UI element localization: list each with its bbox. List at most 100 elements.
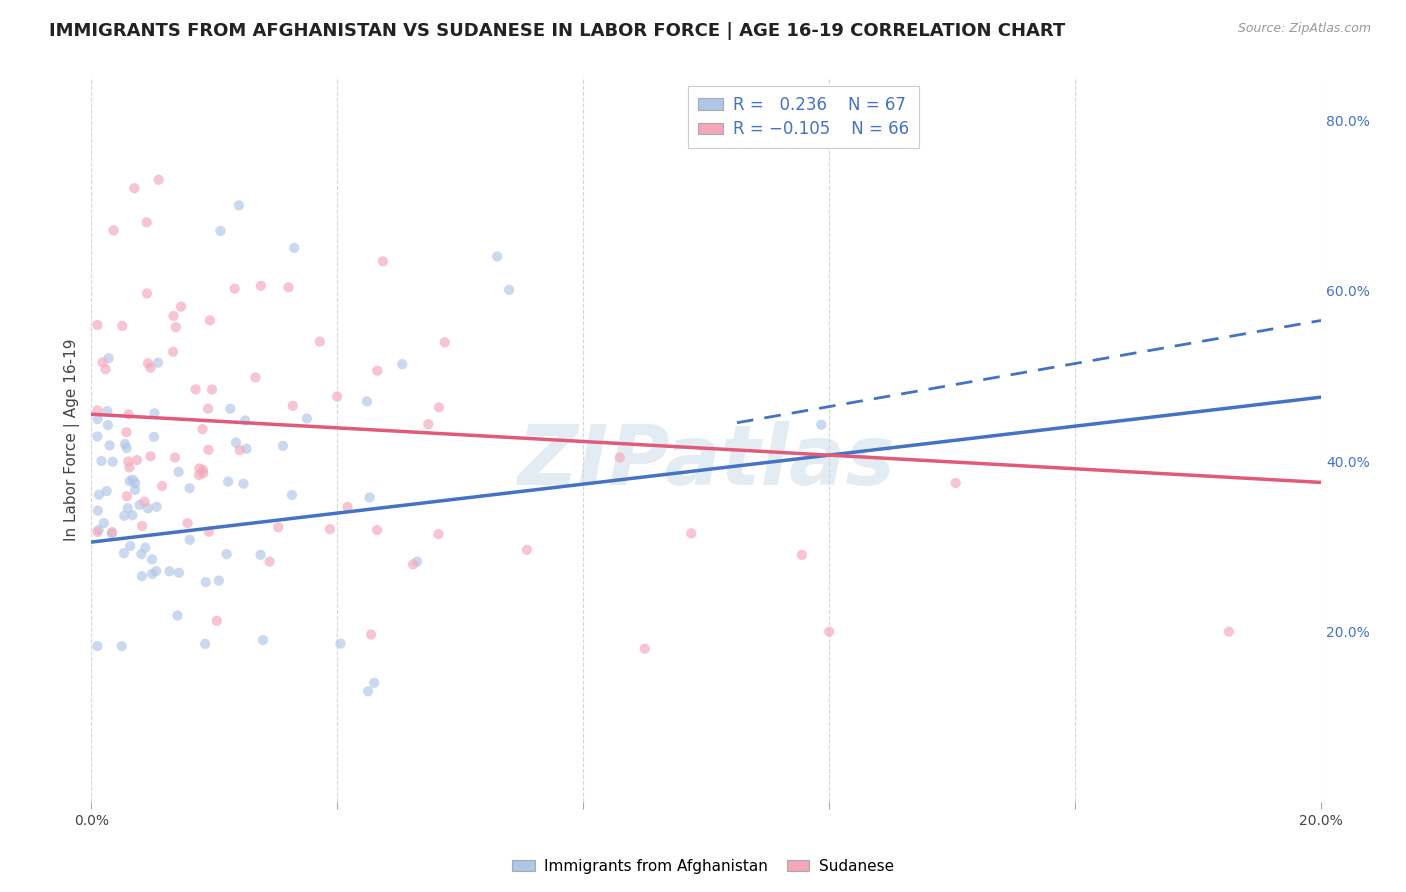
Point <box>163 450 186 465</box>
Point <box>124 483 146 497</box>
Point <box>86 403 108 417</box>
Point <box>402 558 425 572</box>
Point <box>609 450 631 465</box>
Point <box>86 412 108 426</box>
Point <box>176 516 198 530</box>
Point <box>162 344 184 359</box>
Point <box>295 411 318 425</box>
Point <box>93 516 115 530</box>
Point <box>131 519 153 533</box>
Point <box>217 475 239 489</box>
Point <box>86 639 108 653</box>
Point <box>134 494 156 508</box>
Point <box>120 539 142 553</box>
Point <box>96 484 118 499</box>
Point <box>271 439 294 453</box>
Point <box>136 356 159 370</box>
Point <box>208 574 231 588</box>
Point <box>201 383 224 397</box>
Point <box>86 429 108 443</box>
Point <box>91 355 114 369</box>
Point <box>194 575 217 590</box>
Point <box>810 417 832 432</box>
Point <box>250 278 273 293</box>
Point <box>94 362 117 376</box>
Point <box>267 520 290 534</box>
Point <box>179 533 201 547</box>
Point <box>259 555 281 569</box>
Legend: Immigrants from Afghanistan, Sudanese: Immigrants from Afghanistan, Sudanese <box>506 853 900 880</box>
Point <box>215 547 238 561</box>
Point <box>188 461 211 475</box>
Point <box>103 223 125 237</box>
Point <box>121 508 143 523</box>
Point <box>90 454 112 468</box>
Point <box>224 282 246 296</box>
Point <box>118 460 141 475</box>
Point <box>135 215 157 229</box>
Point <box>634 641 657 656</box>
Point <box>118 474 141 488</box>
Point <box>131 547 153 561</box>
Point <box>117 454 139 468</box>
Point <box>141 567 163 582</box>
Point <box>818 624 841 639</box>
Text: ZIPatlas: ZIPatlas <box>517 421 896 502</box>
Point <box>125 453 148 467</box>
Point <box>516 542 538 557</box>
Point <box>86 524 108 539</box>
Point <box>329 637 352 651</box>
Point <box>191 422 214 436</box>
Point <box>363 675 385 690</box>
Legend: R =   0.236    N = 67, R = −0.105    N = 66: R = 0.236 N = 67, R = −0.105 N = 66 <box>688 86 920 148</box>
Point <box>233 413 256 427</box>
Point <box>96 404 118 418</box>
Point <box>159 565 181 579</box>
Point <box>117 501 139 516</box>
Point <box>114 437 136 451</box>
Point <box>115 441 138 455</box>
Point <box>366 364 388 378</box>
Point <box>193 466 215 480</box>
Point <box>371 254 394 268</box>
Point <box>87 523 110 537</box>
Point <box>184 383 207 397</box>
Point <box>360 627 382 641</box>
Point <box>198 524 221 539</box>
Point <box>136 286 159 301</box>
Point <box>97 351 120 365</box>
Point <box>86 318 108 332</box>
Point <box>146 356 169 370</box>
Point <box>366 523 388 537</box>
Point <box>112 508 135 523</box>
Point <box>162 309 184 323</box>
Point <box>281 488 304 502</box>
Point <box>101 455 124 469</box>
Point <box>87 503 110 517</box>
Point <box>139 450 162 464</box>
Text: IMMIGRANTS FROM AFGHANISTAN VS SUDANESE IN LABOR FORCE | AGE 16-19 CORRELATION C: IMMIGRANTS FROM AFGHANISTAN VS SUDANESE … <box>49 22 1066 40</box>
Point <box>167 465 190 479</box>
Point <box>142 430 165 444</box>
Point <box>170 300 193 314</box>
Point <box>145 564 167 578</box>
Point <box>406 555 429 569</box>
Point <box>112 546 135 560</box>
Point <box>281 399 304 413</box>
Point <box>143 406 166 420</box>
Point <box>131 569 153 583</box>
Point <box>228 198 250 212</box>
Point <box>235 442 257 456</box>
Point <box>205 614 228 628</box>
Point <box>97 418 120 433</box>
Point <box>249 548 271 562</box>
Point <box>101 526 124 541</box>
Point <box>427 527 450 541</box>
Point <box>232 476 254 491</box>
Point <box>115 489 138 503</box>
Point <box>98 438 121 452</box>
Point <box>498 283 520 297</box>
Point <box>121 473 143 487</box>
Point <box>225 435 247 450</box>
Point <box>790 548 813 562</box>
